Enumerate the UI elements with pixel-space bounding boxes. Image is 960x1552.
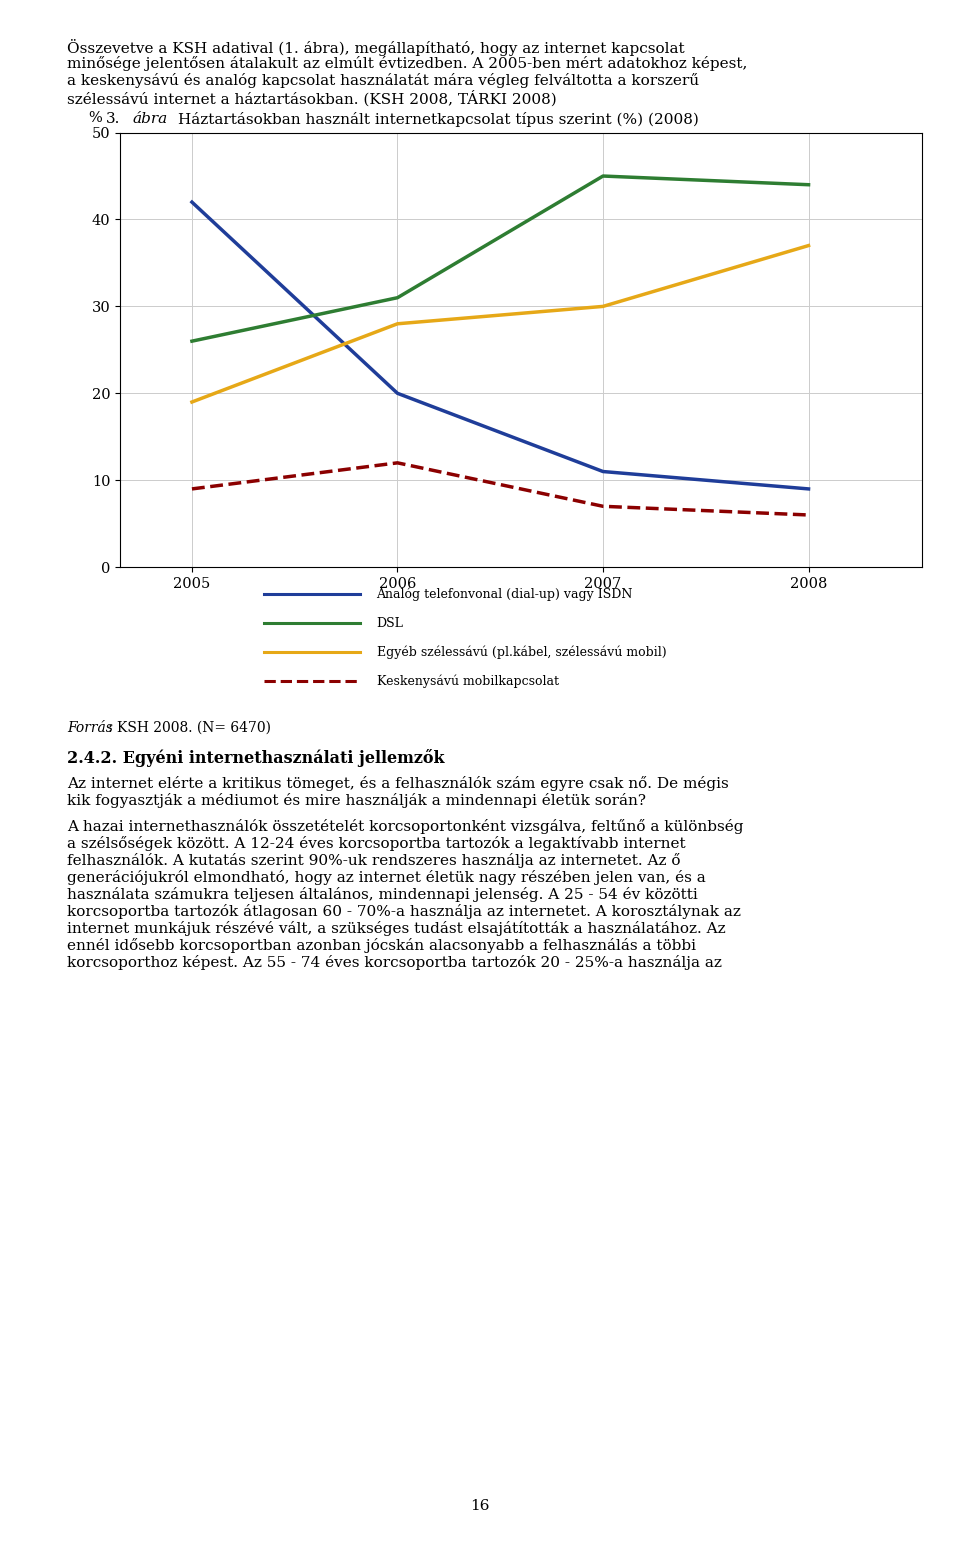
Text: ennél idősebb korcsoportban azonban jócskán alacsonyabb a felhasználás a többi: ennél idősebb korcsoportban azonban jócs…: [67, 937, 696, 953]
Text: 16: 16: [470, 1499, 490, 1513]
Text: %: %: [88, 110, 102, 124]
Text: Analóg telefonvonal (dial-up) vagy ISDN: Analóg telefonvonal (dial-up) vagy ISDN: [376, 587, 633, 601]
Text: Forrás: Forrás: [67, 720, 113, 734]
Text: Keskenysávú mobilkapcsolat: Keskenysávú mobilkapcsolat: [376, 674, 559, 688]
Text: generációjukról elmondható, hogy az internet életük nagy részében jelen van, és : generációjukról elmondható, hogy az inte…: [67, 869, 706, 885]
Text: felhasználók. A kutatás szerint 90%-uk rendszeres használja az internetet. Az ő: felhasználók. A kutatás szerint 90%-uk r…: [67, 852, 681, 868]
Text: A hazai internethasználók összetételét korcsoportonként vizsgálva, feltűnő a kül: A hazai internethasználók összetételét k…: [67, 818, 744, 833]
Text: a keskenysávú és analóg kapcsolat használatát mára végleg felváltotta a korszerű: a keskenysávú és analóg kapcsolat haszná…: [67, 73, 699, 88]
Text: 2.4.2. Egyéni internethasználati jellemzők: 2.4.2. Egyéni internethasználati jellemz…: [67, 748, 444, 767]
Text: kik fogyasztják a médiumot és mire használják a mindennapi életük során?: kik fogyasztják a médiumot és mire haszn…: [67, 793, 646, 809]
Text: minősége jelentősen átalakult az elmúlt évtizedben. A 2005-ben mért adatokhoz ké: minősége jelentősen átalakult az elmúlt …: [67, 56, 748, 71]
Text: internet munkájuk részévé vált, a szükséges tudást elsajátították a használatáho: internet munkájuk részévé vált, a szüksé…: [67, 920, 726, 936]
Text: Háztartásokban használt internetkapcsolat típus szerint (%) (2008): Háztartásokban használt internetkapcsola…: [178, 112, 699, 127]
Text: korcsoporthoz képest. Az 55 - 74 éves korcsoportba tartozók 20 - 25%-a használja: korcsoporthoz képest. Az 55 - 74 éves ko…: [67, 954, 722, 970]
Text: Egyéb szélessávú (pl.kábel, szélessávú mobil): Egyéb szélessávú (pl.kábel, szélessávú m…: [376, 646, 666, 658]
Text: Az internet elérte a kritikus tömeget, és a felhasználók szám egyre csak nő. De : Az internet elérte a kritikus tömeget, é…: [67, 776, 729, 792]
Text: : KSH 2008. (N= 6470): : KSH 2008. (N= 6470): [108, 720, 272, 734]
Text: Összevetve a KSH adatival (1. ábra), megállapítható, hogy az internet kapcsolat: Összevetve a KSH adatival (1. ábra), meg…: [67, 39, 684, 56]
Text: ábra: ábra: [132, 112, 168, 126]
Text: a szélsőségek között. A 12-24 éves korcsoportba tartozók a legaktívabb internet: a szélsőségek között. A 12-24 éves korcs…: [67, 835, 685, 850]
Text: használata számukra teljesen általános, mindennapi jelenség. A 25 - 54 év között: használata számukra teljesen általános, …: [67, 886, 698, 902]
Text: szélessávú internet a háztartásokban. (KSH 2008, TÁRKI 2008): szélessávú internet a háztartásokban. (K…: [67, 90, 557, 106]
Text: 3.: 3.: [106, 112, 120, 126]
Text: korcsoportba tartozók átlagosan 60 - 70%-a használja az internetet. A korosztály: korcsoportba tartozók átlagosan 60 - 70%…: [67, 903, 741, 919]
Text: DSL: DSL: [376, 616, 403, 630]
